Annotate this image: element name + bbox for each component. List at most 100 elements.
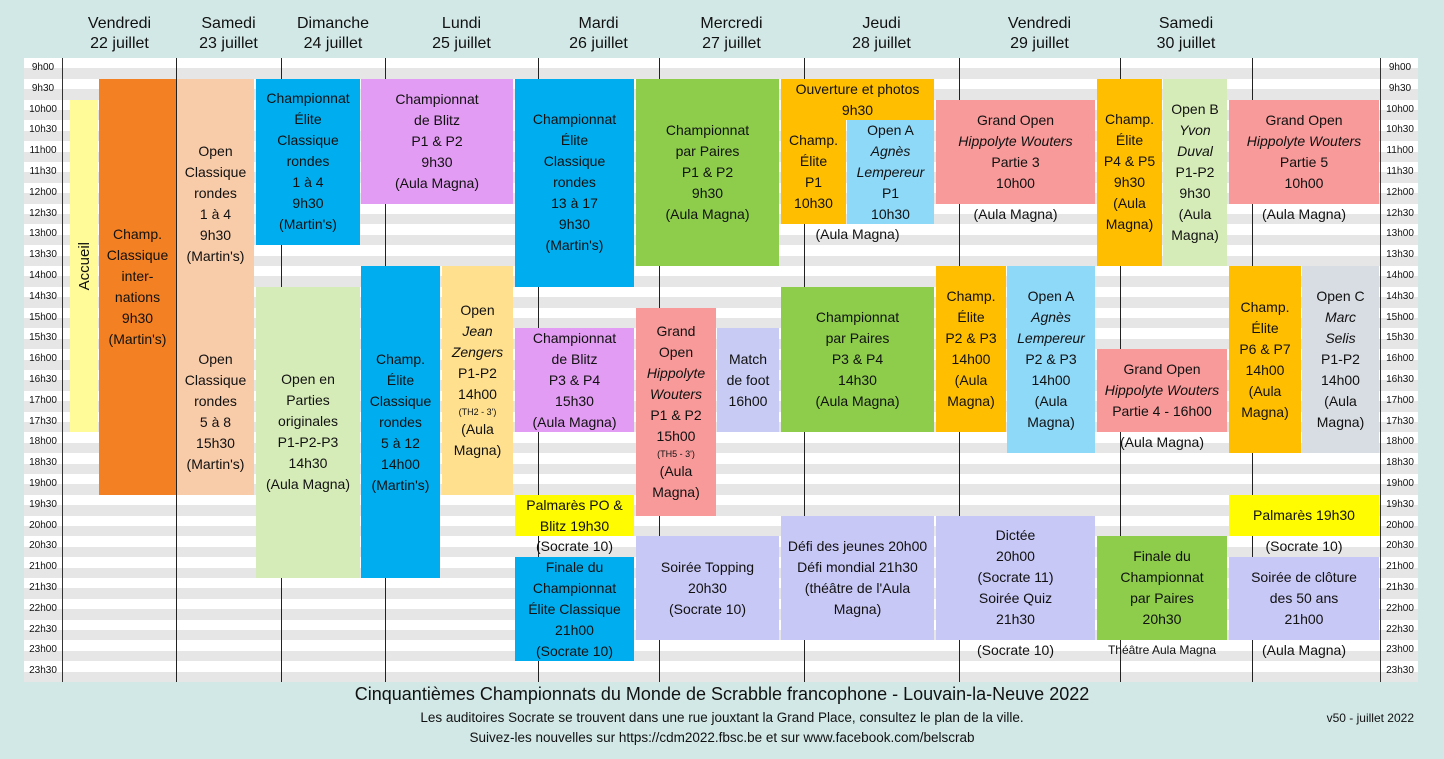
wed27-paires-p3p4: Championnat par Paires P3 & P4 14h30 (Aula M…	[781, 286, 934, 433]
time-label: 13h30	[29, 249, 57, 261]
event-line: 14h00	[1031, 372, 1071, 389]
day-name: Vendredi	[1007, 15, 1072, 32]
time-label: 13h30	[1386, 249, 1414, 261]
event-line: Match	[728, 350, 768, 367]
time-label: 15h30	[1386, 332, 1414, 344]
time-label: 18h30	[1386, 457, 1414, 469]
event-line: Zengers	[451, 343, 504, 360]
event-line: 1 à 4	[292, 174, 324, 191]
time-label: 14h00	[1386, 270, 1414, 281]
event-line: (Martin's)	[108, 330, 167, 347]
event-line: rondes	[194, 392, 237, 409]
row-stripe	[24, 463, 1418, 474]
time-label: 23h30	[1386, 665, 1414, 677]
day-date: 23 juillet	[199, 35, 258, 52]
mon25-palmares: Palmarès PO & Blitz 19h30	[515, 494, 634, 537]
event-line: 15h30	[555, 392, 594, 409]
event-line: Magna)	[453, 441, 502, 458]
day-name: Samedi	[1158, 15, 1214, 32]
event-line: P1-P2	[1175, 163, 1215, 180]
time-label: 19h00	[1386, 478, 1414, 489]
event-line: 10h30	[871, 205, 910, 222]
thu28-grand-open-p3: Grand Open Hippolyte Wouters Partie 3 10h00	[936, 99, 1095, 204]
event-line: Parties	[286, 392, 330, 409]
event-line: (Aula Magna)	[665, 205, 750, 222]
event-line: 9h30	[841, 101, 874, 118]
time-label: 15h00	[1386, 311, 1414, 323]
sat30-palmares: Palmarès 19h30	[1229, 494, 1379, 537]
event-line: Grand Open	[1265, 111, 1343, 128]
time-label: 14h30	[1386, 290, 1414, 302]
event-line: Open C	[1316, 288, 1365, 305]
time-label: 22h30	[29, 623, 57, 635]
wed27-champ-elite-p1: Champ. Élite P1 10h30	[781, 120, 846, 225]
time-label: 11h00	[29, 145, 57, 157]
sun24-open-zengers: Open Jean Zengers P1-P2 14h00 (TH2 - 3') (Aula…	[442, 266, 513, 495]
event-line: Championnat	[266, 90, 350, 107]
sat23-champ-elite: Championnat Élite Classique rondes 1 à 4 9h30…	[256, 78, 360, 246]
day-date: 25 juillet	[432, 35, 491, 52]
day-header-0: Vendredi 22 juillet	[63, 14, 176, 54]
event-line: nations	[114, 288, 161, 305]
event-line: Magna)	[1105, 216, 1154, 233]
event-line: 9h30	[421, 153, 453, 170]
event-line: (Socrate 10)	[535, 538, 614, 555]
event-line: Championnat	[815, 309, 900, 326]
day-date: 30 juillet	[1156, 35, 1216, 52]
event-line: P2 & P3	[945, 330, 997, 347]
event-line: Partie 4 - 16h00	[1112, 403, 1212, 420]
event-line: (Martin's)	[371, 476, 430, 493]
event-line: 14h30	[288, 455, 328, 472]
event-line: (Socrate 10)	[1265, 538, 1343, 555]
event-line: Hippolyte Wouters	[1246, 132, 1362, 149]
time-label: 22h30	[1386, 623, 1414, 635]
day-date: 26 juillet	[569, 35, 628, 52]
time-label: 10h00	[29, 103, 57, 115]
event-line: (Aula	[1034, 393, 1068, 410]
event-line: (Martin's)	[186, 247, 245, 264]
event-line: 9h30	[292, 195, 324, 212]
row-stripe	[24, 68, 1418, 79]
time-label: 23h00	[1386, 644, 1414, 656]
event-line: (Aula Magna)	[815, 393, 900, 410]
event-line: Finale du	[1133, 548, 1191, 565]
accueil-label: Accueil	[75, 241, 93, 291]
time-label: 21h30	[1386, 582, 1414, 593]
time-label: 12h00	[1386, 186, 1414, 198]
thu28-socrate: (Socrate 10)	[936, 640, 1095, 661]
event-line: Finale du	[545, 558, 604, 575]
tue26-soiree-topping: Soirée Topping 20h30 (Socrate 10)	[636, 536, 779, 641]
event-line: (Socrate 11)	[977, 569, 1054, 586]
event-line: (Aula	[461, 420, 494, 437]
event-line: (Aula Magna)	[1119, 434, 1205, 451]
event-line: P1 & P2	[411, 132, 463, 149]
event-line: rondes	[286, 153, 330, 170]
event-line: 1 à 4	[199, 205, 232, 222]
sat30-soiree-cloture: Soirée de clôture des 50 ans 21h00	[1229, 557, 1379, 641]
event-line: 5 à 8	[199, 413, 232, 430]
sat30-grand-open-p5: Grand Open Hippolyte Wouters Partie 5 10h00	[1229, 99, 1379, 204]
fri22-open-rondes-5-8: Open Classique rondes 5 à 8 15h30 (Martin's)	[177, 328, 254, 495]
event-line: 10h00	[996, 174, 1035, 191]
event-line: (Aula	[1178, 205, 1212, 222]
event-line: par Paires	[675, 142, 740, 159]
event-line: (Aula	[659, 462, 693, 479]
event-line: rondes	[194, 184, 237, 201]
time-label: 14h30	[29, 290, 57, 302]
time-label: 19h30	[29, 498, 57, 510]
sat30-aula-2: (Aula Magna)	[1229, 640, 1379, 661]
time-label: 12h00	[29, 186, 57, 198]
event-line: P1-P2	[1321, 351, 1360, 368]
event-line: Magna)	[1027, 414, 1075, 431]
event-line: Open	[658, 343, 694, 360]
day-header-3: Lundi 25 juillet	[385, 14, 538, 54]
time-label: 20h30	[1386, 540, 1414, 552]
row-stripe	[24, 318, 1418, 329]
day-headers: Vendredi 22 juillet Samedi 23 juillet Dimanc…	[88, 14, 1376, 58]
day-date: 29 juillet	[1010, 35, 1069, 52]
event-line: Jean	[462, 322, 493, 339]
event-line: Palmarès 19h30	[1253, 507, 1355, 524]
footer-links: Suivez-les nouvelles sur https://cdm2022…	[469, 730, 975, 745]
event-line: (Aula Magna)	[1261, 205, 1347, 222]
event-line: de Blitz	[551, 350, 598, 367]
